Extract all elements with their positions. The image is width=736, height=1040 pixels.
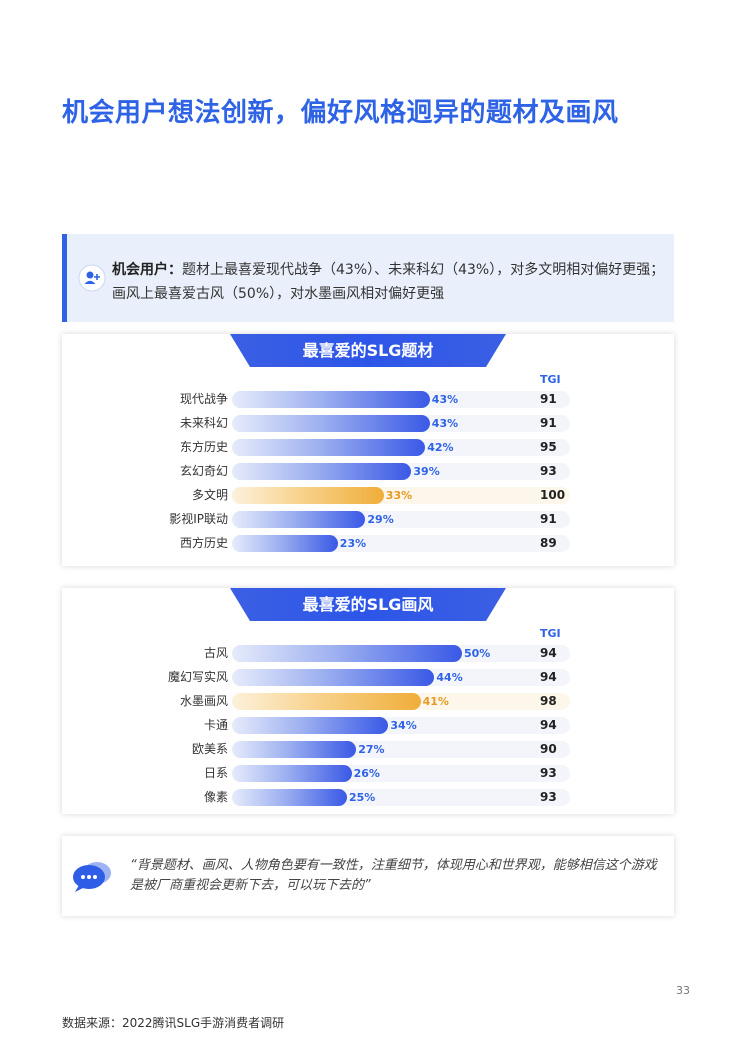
bar-row: 像素 25% 93 [62, 789, 674, 806]
category-label: 玄幻奇幻 [179, 464, 228, 478]
category-label: 影视IP联动 [169, 512, 228, 526]
value-label: 41% [422, 695, 449, 708]
bar [232, 789, 347, 806]
bar [232, 487, 384, 504]
value-label: 27% [358, 743, 385, 756]
tgi-header: TGI [540, 627, 561, 640]
bar-row: 玄幻奇幻 39% 93 [62, 463, 674, 480]
bar-row: 欧美系 27% 90 [62, 741, 674, 758]
chart-title-banner [230, 588, 506, 621]
data-source: 数据来源：2022腾讯SLG手游消费者调研 [62, 1016, 285, 1030]
category-label: 欧美系 [191, 742, 228, 756]
category-label: 日系 [203, 766, 228, 780]
chat-bubble-icon [73, 862, 111, 892]
category-label: 水墨画风 [179, 694, 228, 708]
chart-card-styles: 最喜爱的SLG画风 TGI 古风 50% 94 魔幻写实风 44% 94 水墨画风 41% 98… [62, 588, 674, 814]
bar [232, 741, 357, 758]
value-label: 42% [427, 441, 454, 454]
value-label: 26% [353, 767, 380, 780]
category-label: 西方历史 [179, 536, 228, 550]
chart-card-themes: 最喜爱的SLG题材 TGI 现代战争 43% 91 未来科幻 43% 91 东方历史 42% 9… [62, 334, 674, 566]
bar [232, 645, 462, 662]
tgi-value: 98 [540, 694, 557, 708]
bar [232, 717, 389, 734]
bar-row: 现代战争 43% 91 [62, 391, 674, 408]
category-label: 未来科幻 [179, 416, 228, 430]
value-label: 33% [385, 489, 413, 502]
user-add-icon [78, 264, 106, 292]
tgi-value: 93 [540, 766, 557, 780]
tgi-value: 94 [540, 718, 557, 732]
quote-box: “背景题材、画风、人物角色要有一致性，注重细节，体现用心和世界观，能够相信这个游… [62, 836, 674, 916]
bar [232, 391, 430, 408]
bar-row: 魔幻写实风 44% 94 [62, 669, 674, 686]
category-label: 像素 [203, 790, 228, 804]
category-label: 东方历史 [179, 440, 228, 454]
category-label: 现代战争 [179, 392, 228, 406]
category-label: 魔幻写实风 [167, 670, 228, 684]
page-title: 机会用户想法创新，偏好风格迥异的题材及画风 [62, 98, 619, 128]
tgi-value: 93 [540, 790, 557, 804]
summary-body: 题材上最喜爱现代战争（43%）、未来科幻（43%），对多文明相对偏好更强；画风上… [112, 262, 665, 302]
chart-title: 最喜爱的SLG题材 [302, 341, 434, 360]
bar [232, 439, 426, 456]
summary-accent-bar [62, 234, 67, 322]
value-label: 25% [349, 791, 376, 804]
tgi-value: 90 [540, 742, 557, 756]
tgi-value: 93 [540, 464, 557, 478]
value-label: 29% [367, 513, 394, 526]
bar-row: 水墨画风 41% 98 [62, 693, 674, 710]
bar [232, 693, 421, 710]
summary-label: 机会用户： [112, 262, 182, 278]
bar-row: 卡通 34% 94 [62, 717, 674, 734]
value-label: 23% [339, 537, 367, 550]
summary-text: 机会用户：题材上最喜爱现代战争（43%）、未来科幻（43%），对多文明相对偏好更… [112, 258, 668, 306]
summary-box: 机会用户：题材上最喜爱现代战争（43%）、未来科幻（43%），对多文明相对偏好更… [62, 234, 674, 322]
page-number: 33 [676, 984, 690, 997]
bar [232, 765, 352, 782]
bar-row: 东方历史 42% 95 [62, 439, 674, 456]
category-label: 卡通 [203, 718, 228, 732]
tgi-value: 94 [540, 646, 557, 660]
value-label: 34% [390, 719, 417, 732]
tgi-value: 91 [540, 416, 557, 430]
value-label: 43% [431, 393, 459, 406]
bar-row: 多文明 33% 100 [62, 487, 674, 504]
value-label: 50% [464, 647, 491, 660]
tgi-value: 94 [540, 670, 557, 684]
category-label: 古风 [203, 646, 228, 660]
bar-row: 古风 50% 94 [62, 645, 674, 662]
bar-row: 未来科幻 43% 91 [62, 415, 674, 432]
tgi-value: 89 [540, 536, 557, 550]
bar [232, 669, 435, 686]
value-label: 39% [413, 465, 440, 478]
tgi-header: TGI [540, 373, 561, 386]
bar [232, 415, 430, 432]
value-label: 43% [431, 417, 459, 430]
bar-row: 影视IP联动 29% 91 [62, 511, 674, 528]
bar-row: 西方历史 23% 89 [62, 535, 674, 552]
bar-row: 日系 26% 93 [62, 765, 674, 782]
quote-text: “背景题材、画风、人物角色要有一致性，注重细节，体现用心和世界观，能够相信这个游… [130, 858, 657, 893]
bar [232, 463, 412, 480]
tgi-value: 91 [540, 512, 557, 526]
value-label: 44% [436, 671, 463, 684]
bar [232, 535, 338, 552]
chart-title: 最喜爱的SLG画风 [302, 595, 434, 614]
category-label: 多文明 [191, 488, 228, 502]
chart-title-banner [230, 334, 506, 367]
bar [232, 511, 366, 528]
tgi-value: 91 [540, 392, 557, 406]
tgi-value: 95 [540, 440, 557, 454]
tgi-value: 100 [540, 488, 566, 502]
